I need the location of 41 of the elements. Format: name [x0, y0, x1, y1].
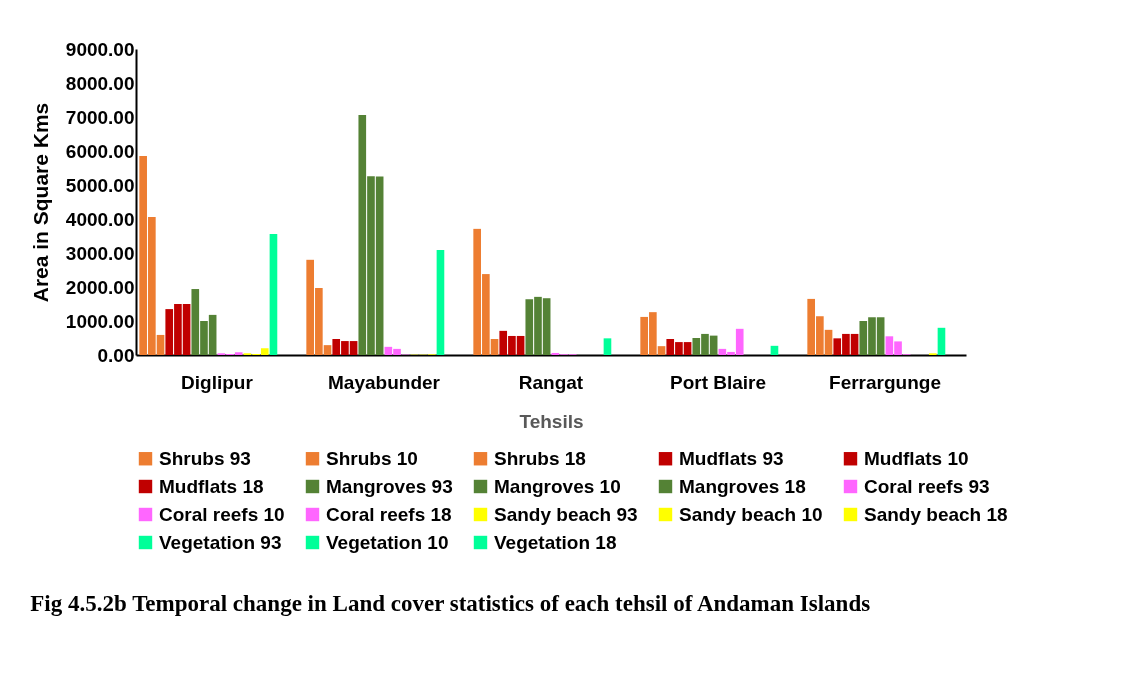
- caption: Fig 4.5.2b Temporal change in Land cover statistics of each tehsil of Andaman Islands: [30, 591, 871, 616]
- bar: [269, 233, 278, 355]
- bar: [937, 327, 946, 355]
- legend-label: Sandy beach 18: [864, 503, 1008, 525]
- x-tick-label: Rangat: [518, 371, 584, 393]
- y-tick-label: 0.00: [97, 344, 135, 366]
- bar: [770, 345, 779, 355]
- y-tick-label: 4000.00: [65, 208, 135, 230]
- x-tick-label: Diglipur: [181, 371, 254, 393]
- legend-label: Vegetation 93: [159, 531, 282, 553]
- legend-label: Mangroves 18: [679, 475, 806, 497]
- legend-label: Sandy beach 10: [679, 503, 823, 525]
- x-tick-label: Ferrargunge: [829, 371, 941, 393]
- legend-label: Mangroves 93: [326, 475, 453, 497]
- legend-label: Coral reefs 18: [326, 503, 452, 525]
- x-tick-label: Mayabunder: [328, 371, 441, 393]
- y-tick-label: 2000.00: [65, 276, 135, 298]
- legend-label: Mangroves 10: [494, 475, 621, 497]
- legend-label: Coral reefs 10: [159, 503, 285, 525]
- x-axis-title: Tehsils: [519, 410, 584, 432]
- legend-label: Shrubs 18: [494, 447, 586, 469]
- legend-label: Vegetation 10: [326, 531, 449, 553]
- y-tick-label: 3000.00: [65, 242, 135, 264]
- legend-label: Sandy beach 93: [494, 503, 638, 525]
- legend-label: Coral reefs 93: [864, 475, 990, 497]
- x-tick-label: Port Blaire: [669, 371, 767, 393]
- y-axis-title: Area in Square Kms: [28, 102, 52, 303]
- bar: [603, 338, 612, 355]
- y-tick-label: 8000.00: [65, 72, 135, 94]
- legend-label: Mudflats 10: [864, 447, 969, 469]
- legend-label: Shrubs 10: [326, 447, 418, 469]
- y-tick-label: 7000.00: [65, 106, 135, 128]
- y-tick-label: 6000.00: [65, 140, 135, 162]
- y-tick-label: 1000.00: [65, 310, 135, 332]
- legend-label: Mudflats 18: [159, 475, 264, 497]
- legend-label: Mudflats 93: [679, 447, 784, 469]
- legend-label: Vegetation 18: [494, 531, 617, 553]
- y-tick-label: 9000.00: [65, 38, 135, 60]
- legend-label: Shrubs 93: [159, 447, 251, 469]
- bar: [436, 249, 445, 355]
- y-tick-label: 5000.00: [65, 174, 135, 196]
